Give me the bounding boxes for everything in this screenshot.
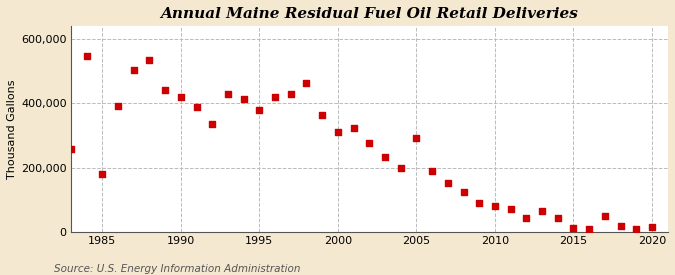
Point [615, 224, 626, 229]
Point [348, 126, 359, 130]
Point [113, 103, 124, 108]
Point [411, 136, 422, 140]
Point [489, 204, 500, 208]
Point [301, 81, 312, 85]
Point [238, 96, 249, 101]
Point [442, 181, 453, 185]
Title: Annual Maine Residual Fuel Oil Retail Deliveries: Annual Maine Residual Fuel Oil Retail De… [161, 7, 578, 21]
Point [333, 130, 344, 134]
Point [396, 166, 406, 170]
Point [521, 216, 532, 220]
Point [599, 214, 610, 218]
Point [144, 58, 155, 62]
Point [552, 216, 563, 220]
Point [270, 95, 281, 99]
Point [647, 225, 657, 229]
Point [364, 141, 375, 145]
Y-axis label: Thousand Gallons: Thousand Gallons [7, 79, 17, 179]
Point [160, 87, 171, 92]
Point [506, 207, 516, 211]
Point [317, 112, 327, 117]
Point [81, 54, 92, 58]
Point [286, 92, 296, 96]
Point [97, 172, 108, 176]
Point [568, 226, 579, 230]
Text: Source: U.S. Energy Information Administration: Source: U.S. Energy Information Administ… [54, 264, 300, 274]
Point [176, 95, 186, 99]
Point [631, 227, 642, 231]
Point [128, 67, 139, 72]
Point [474, 201, 485, 205]
Point [537, 209, 547, 213]
Point [223, 92, 234, 96]
Point [379, 155, 390, 160]
Point [65, 147, 76, 151]
Point [458, 190, 469, 195]
Point [427, 169, 437, 174]
Point [254, 108, 265, 113]
Point [584, 227, 595, 232]
Point [191, 104, 202, 109]
Point [207, 122, 217, 127]
